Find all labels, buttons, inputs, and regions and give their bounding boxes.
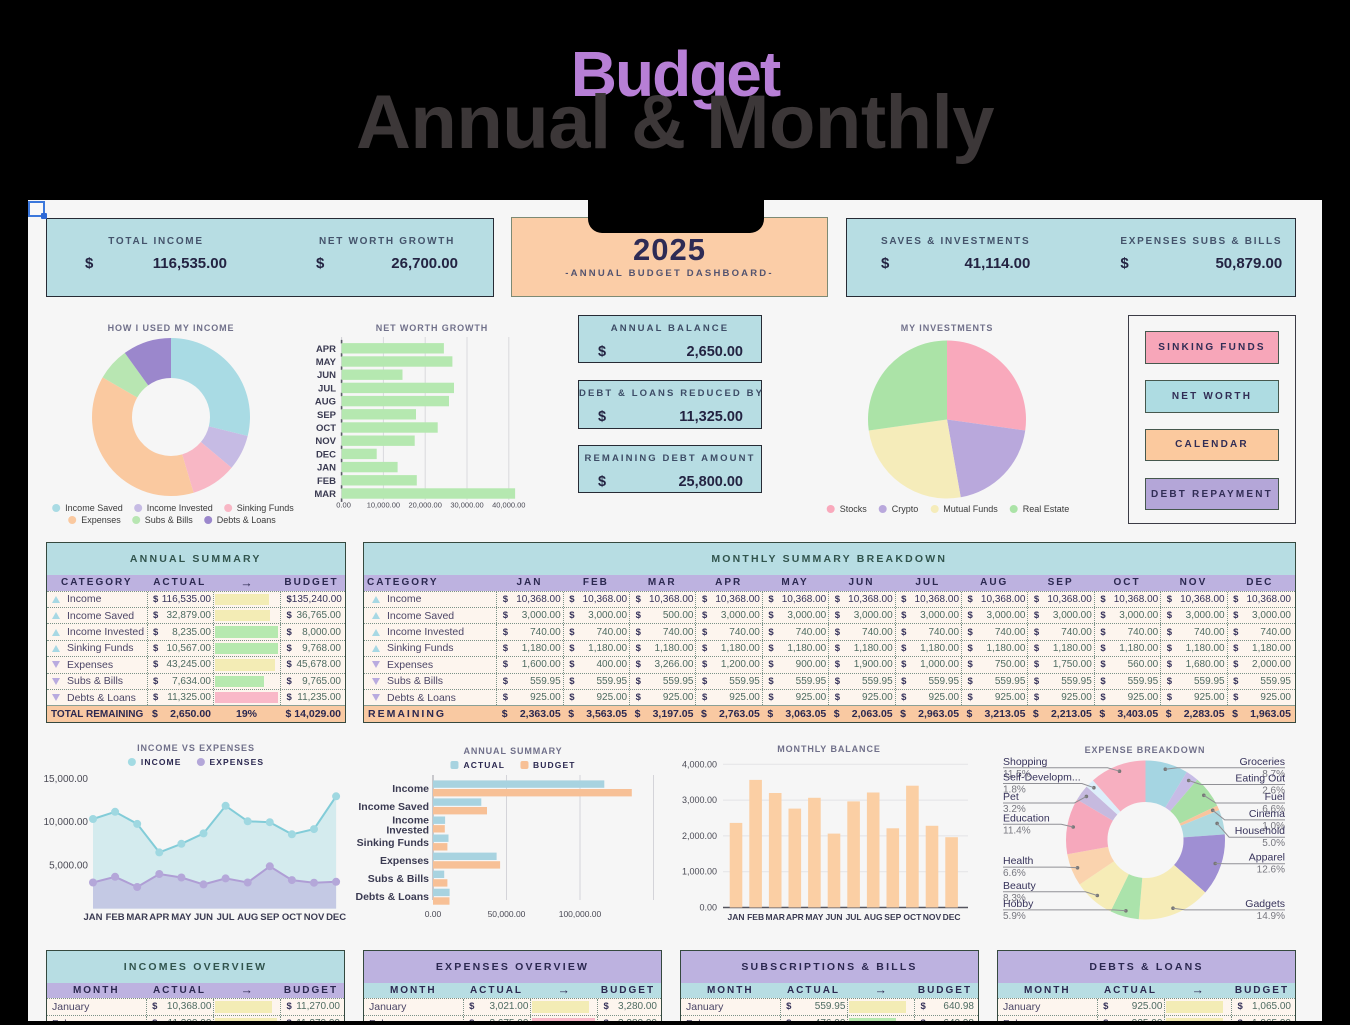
svg-text:DEC: DEC [943,912,961,922]
svg-text:30,000.00: 30,000.00 [450,501,483,510]
svg-text:OCT: OCT [903,912,922,922]
svg-text:14.9%: 14.9% [1257,911,1285,922]
svg-text:3.2%: 3.2% [1003,804,1026,815]
svg-text:10,000.00: 10,000.00 [367,501,400,510]
svg-text:SEP: SEP [260,912,280,923]
svg-text:APR: APR [786,912,804,922]
svg-text:FEB: FEB [317,476,336,487]
svg-text:5.0%: 5.0% [1262,838,1285,849]
svg-text:Subs & Bills: Subs & Bills [368,873,429,885]
svg-text:JAN: JAN [317,463,336,474]
svg-text:0.00: 0.00 [336,501,351,510]
svg-text:Shopping: Shopping [1003,756,1048,768]
svg-text:Cinema: Cinema [1249,808,1285,820]
svg-text:20,000.00: 20,000.00 [409,501,442,510]
svg-text:Education: Education [1003,812,1050,824]
svg-text:Fuel: Fuel [1265,791,1285,803]
svg-text:Income: Income [392,783,429,795]
svg-text:4,000.00: 4,000.00 [682,759,717,769]
svg-text:NOV: NOV [304,912,325,923]
svg-text:1.0%: 1.0% [1262,821,1285,832]
svg-text:Beauty: Beauty [1003,880,1036,892]
svg-text:Groceries: Groceries [1239,756,1285,768]
svg-text:JUL: JUL [318,383,336,394]
svg-text:100,000.00: 100,000.00 [559,909,602,919]
svg-text:SEP: SEP [317,410,337,421]
svg-text:11.5%: 11.5% [1003,769,1031,780]
svg-text:Sinking Funds: Sinking Funds [357,837,429,849]
svg-text:Self-Developm...: Self-Developm... [1003,772,1081,784]
svg-text:Income Saved: Income Saved [358,801,429,813]
svg-text:1,000.00: 1,000.00 [682,867,717,877]
svg-text:0.00: 0.00 [425,909,442,919]
svg-text:APR: APR [316,344,336,355]
svg-text:MAR: MAR [126,912,148,923]
svg-text:JUL: JUL [217,912,235,923]
svg-text:FEB: FEB [747,912,764,922]
svg-text:APR: APR [149,912,169,923]
svg-text:8.3%: 8.3% [1003,893,1026,904]
svg-text:6.6%: 6.6% [1262,804,1285,815]
svg-text:SEP: SEP [884,912,901,922]
svg-text:Eating Out: Eating Out [1235,773,1285,785]
svg-text:5,000.00: 5,000.00 [49,860,88,871]
svg-text:AUG: AUG [864,912,883,922]
svg-text:JUN: JUN [317,370,336,381]
svg-text:JUN: JUN [194,912,213,923]
svg-text:DEC: DEC [316,449,336,460]
svg-text:6.6%: 6.6% [1003,868,1026,879]
svg-text:MAY: MAY [805,912,823,922]
svg-text:Gadgets: Gadgets [1245,898,1285,910]
svg-text:12.6%: 12.6% [1257,865,1285,876]
svg-text:40,000.00: 40,000.00 [492,501,525,510]
svg-text:Expenses: Expenses [380,855,429,867]
svg-text:Pet: Pet [1003,791,1019,803]
svg-text:3,000.00: 3,000.00 [682,795,717,805]
svg-text:JAN: JAN [727,912,744,922]
svg-text:2,000.00: 2,000.00 [682,831,717,841]
svg-text:AUG: AUG [237,912,258,923]
svg-text:11.4%: 11.4% [1003,825,1031,836]
svg-text:OCT: OCT [282,912,302,923]
svg-text:AUG: AUG [315,397,336,408]
svg-text:MAR: MAR [314,489,336,500]
svg-text:JAN: JAN [83,912,102,923]
svg-text:DEC: DEC [326,912,346,923]
svg-text:8.7%: 8.7% [1262,769,1285,780]
svg-text:OCT: OCT [316,423,336,434]
svg-text:5.9%: 5.9% [1003,911,1026,922]
svg-text:Hobby: Hobby [1003,898,1034,910]
svg-text:Household: Household [1235,825,1285,837]
svg-text:15,000.00: 15,000.00 [44,774,89,785]
svg-text:NOV: NOV [923,912,942,922]
svg-text:10,000.00: 10,000.00 [44,817,89,828]
svg-text:JUL: JUL [846,912,862,922]
svg-text:MAR: MAR [766,912,785,922]
svg-text:JUN: JUN [825,912,842,922]
svg-text:Apparel: Apparel [1249,852,1285,864]
svg-text:MAY: MAY [316,357,337,368]
svg-text:0.00: 0.00 [699,903,717,913]
svg-text:Debts & Loans: Debts & Loans [355,891,429,903]
svg-text:Health: Health [1003,855,1034,867]
svg-text:1.8%: 1.8% [1003,785,1026,796]
svg-text:MAY: MAY [171,912,192,923]
svg-text:50,000.00: 50,000.00 [488,909,526,919]
svg-text:NOV: NOV [315,436,336,447]
svg-text:2.6%: 2.6% [1262,786,1285,797]
svg-text:FEB: FEB [106,912,125,923]
